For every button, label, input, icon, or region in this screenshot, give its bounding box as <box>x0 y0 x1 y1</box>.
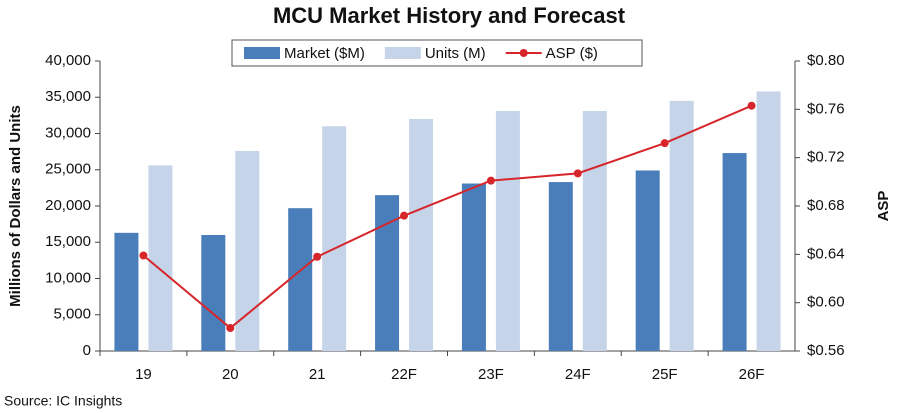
legend-swatch <box>244 47 280 59</box>
y-tick-label: 15,000 <box>45 233 91 250</box>
line-marker <box>400 211 409 220</box>
x-tick-label: 21 <box>309 366 326 383</box>
line-marker <box>313 252 322 261</box>
bar <box>635 170 660 351</box>
x-tick-label: 26F <box>739 366 765 383</box>
line-marker <box>573 169 582 178</box>
y-tick-label: 0 <box>83 342 91 359</box>
legend-label: Market ($M) <box>284 45 365 62</box>
bar <box>461 183 486 351</box>
y2-tick-label: $0.64 <box>807 245 845 262</box>
bar <box>201 235 226 351</box>
line-marker <box>660 139 669 148</box>
x-tick-label: 22F <box>391 366 417 383</box>
legend-label: Units (M) <box>425 45 486 62</box>
x-tick-label: 23F <box>478 366 504 383</box>
y-tick-label: 5,000 <box>53 306 91 323</box>
x-tick-label: 19 <box>135 366 152 383</box>
chart-title: MCU Market History and Forecast <box>273 3 626 28</box>
y-tick-label: 25,000 <box>45 161 91 178</box>
y-tick-label: 40,000 <box>45 52 91 69</box>
bar <box>148 165 173 351</box>
y-tick-label: 10,000 <box>45 269 91 286</box>
source-note: Source: IC Insights <box>4 393 122 409</box>
bar <box>756 91 781 351</box>
y2-tick-label: $0.80 <box>807 52 845 69</box>
x-tick-label: 24F <box>565 366 591 383</box>
y2-tick-label: $0.60 <box>807 294 845 311</box>
legend-swatch <box>519 49 528 57</box>
line-marker <box>486 176 495 185</box>
y2-tick-label: $0.76 <box>807 100 845 117</box>
bar <box>375 195 400 351</box>
y-tick-label: 20,000 <box>45 197 91 214</box>
bar <box>322 126 347 351</box>
line-marker <box>226 324 235 333</box>
bar <box>548 182 573 351</box>
legend-swatch <box>384 47 421 59</box>
y2-tick-label: $0.68 <box>807 197 845 214</box>
bar <box>114 232 139 351</box>
y2-axis-title: ASP <box>875 191 892 222</box>
legend-label: ASP ($) <box>546 45 598 62</box>
bar <box>235 150 260 351</box>
bar <box>722 153 747 351</box>
y-axis-title: Millions of Dollars and Units <box>7 105 24 307</box>
line-marker <box>139 251 148 260</box>
bar <box>495 111 520 352</box>
line-marker <box>747 101 756 110</box>
x-tick-label: 25F <box>652 366 678 383</box>
line <box>142 104 752 330</box>
bar <box>409 119 434 351</box>
legend-box <box>231 39 643 67</box>
bar <box>288 208 313 351</box>
bar <box>582 111 607 352</box>
y-tick-label: 30,000 <box>45 124 91 141</box>
y-tick-label: 35,000 <box>45 88 91 105</box>
y2-tick-label: $0.56 <box>807 342 845 359</box>
y2-tick-label: $0.72 <box>807 149 845 166</box>
x-tick-label: 20 <box>222 366 239 383</box>
bar <box>669 100 694 351</box>
